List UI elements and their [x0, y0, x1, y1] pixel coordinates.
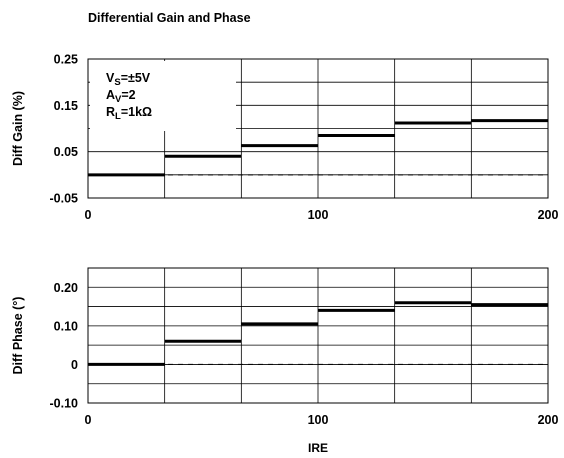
annotation-line: AV=2	[106, 88, 136, 105]
y-axis-label: Diff Phase (°)	[11, 297, 25, 375]
annotation-line: RL=1kΩ	[106, 105, 152, 122]
plot-frame	[87, 267, 549, 404]
y-tick-label: 0.10	[54, 319, 78, 333]
x-axis-label: IRE	[308, 441, 328, 455]
x-tick-label: 200	[538, 413, 559, 427]
x-tick-label: 200	[538, 208, 559, 222]
diff-phase-chart: -0.10 0 0.10 0.20 0 100 200 Diff Phase (°)	[11, 267, 559, 427]
x-tick-label: 0	[85, 413, 92, 427]
annotation-line: VS=±5V	[106, 71, 151, 88]
x-tick-label: 100	[308, 413, 329, 427]
plot-frame	[87, 58, 549, 199]
y-tick-label: -0.05	[50, 192, 79, 206]
y-tick-label: 0.20	[54, 281, 78, 295]
figure-title: Differential Gain and Phase	[88, 11, 251, 25]
y-axis-label: Diff Gain (%)	[11, 91, 25, 166]
y-tick-label: -0.10	[50, 397, 79, 411]
y-tick-label: 0.05	[54, 145, 78, 159]
x-tick-label: 100	[308, 208, 329, 222]
y-tick-label: 0.25	[54, 53, 78, 67]
y-tick-label: 0.15	[54, 99, 78, 113]
y-tick-label: 0	[71, 358, 78, 372]
x-tick-label: 0	[85, 208, 92, 222]
annotation-background	[90, 61, 236, 131]
